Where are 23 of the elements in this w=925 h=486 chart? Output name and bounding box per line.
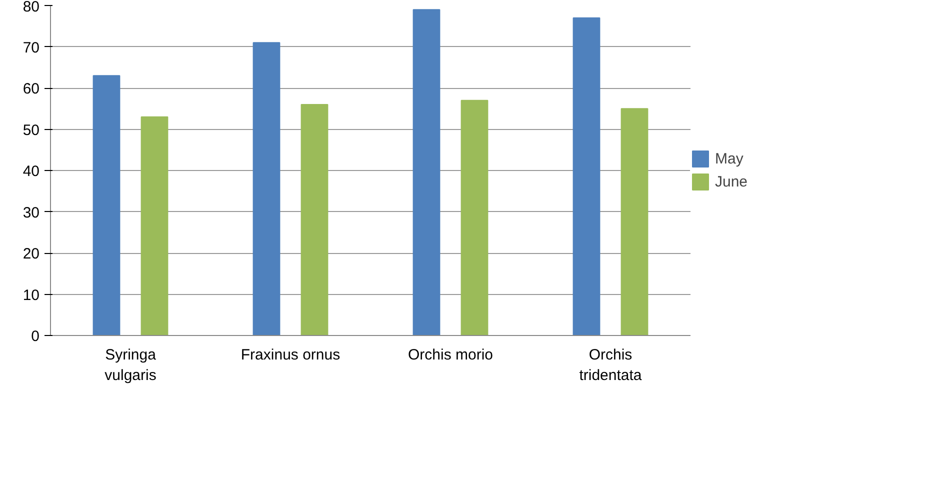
y-tick-label: 40 — [22, 163, 40, 180]
x-tick-label: Orchis morio — [408, 346, 494, 364]
y-tick-label: 70 — [22, 39, 40, 56]
bar — [412, 9, 440, 336]
y-tick-label: 80 — [22, 0, 40, 16]
legend-label: June — [715, 173, 748, 190]
y-tick-label: 60 — [22, 80, 40, 98]
bar — [92, 75, 120, 336]
y-tick-label: 10 — [22, 286, 40, 304]
y-tick-label: 30 — [22, 204, 40, 222]
y-tick-label: 20 — [22, 246, 40, 262]
y-tick-label: 0 — [31, 328, 40, 345]
bar — [300, 104, 328, 336]
bar — [140, 116, 168, 336]
y-tick-label: 50 — [22, 122, 40, 139]
x-tick-label: Syringa vulgaris — [104, 346, 157, 384]
x-tick-label: Fraxinus ornus — [240, 346, 340, 364]
bar — [460, 100, 488, 336]
bar — [252, 42, 280, 336]
bar — [620, 108, 648, 336]
legend-label: May — [715, 150, 744, 167]
x-tick-label: Orchis tridentata — [579, 346, 642, 384]
bar — [572, 17, 600, 336]
